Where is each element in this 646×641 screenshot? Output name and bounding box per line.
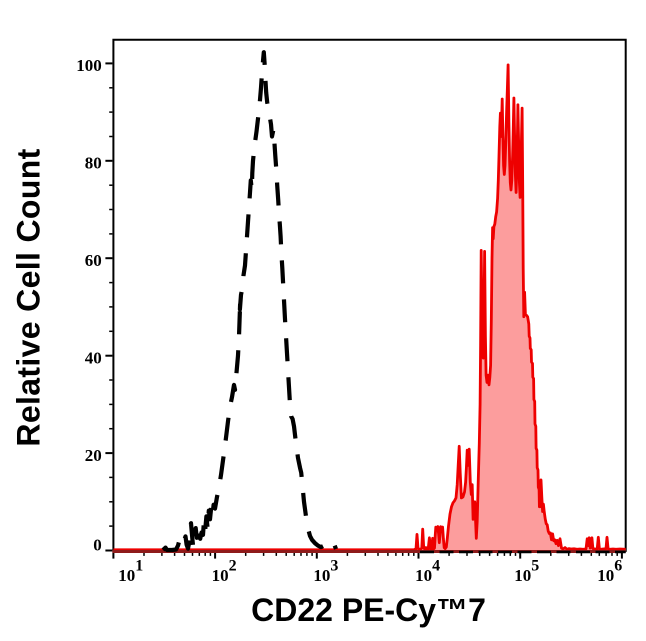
- svg-text:CD22 PE-Cy™7: CD22 PE-Cy™7: [251, 592, 486, 628]
- svg-text:Relative Cell Count: Relative Cell Count: [10, 148, 46, 446]
- svg-text:80: 80: [85, 154, 102, 173]
- svg-text:40: 40: [85, 349, 102, 368]
- svg-text:100: 100: [76, 56, 102, 75]
- svg-text:20: 20: [85, 446, 102, 465]
- svg-text:0: 0: [93, 535, 102, 554]
- svg-text:60: 60: [85, 251, 102, 270]
